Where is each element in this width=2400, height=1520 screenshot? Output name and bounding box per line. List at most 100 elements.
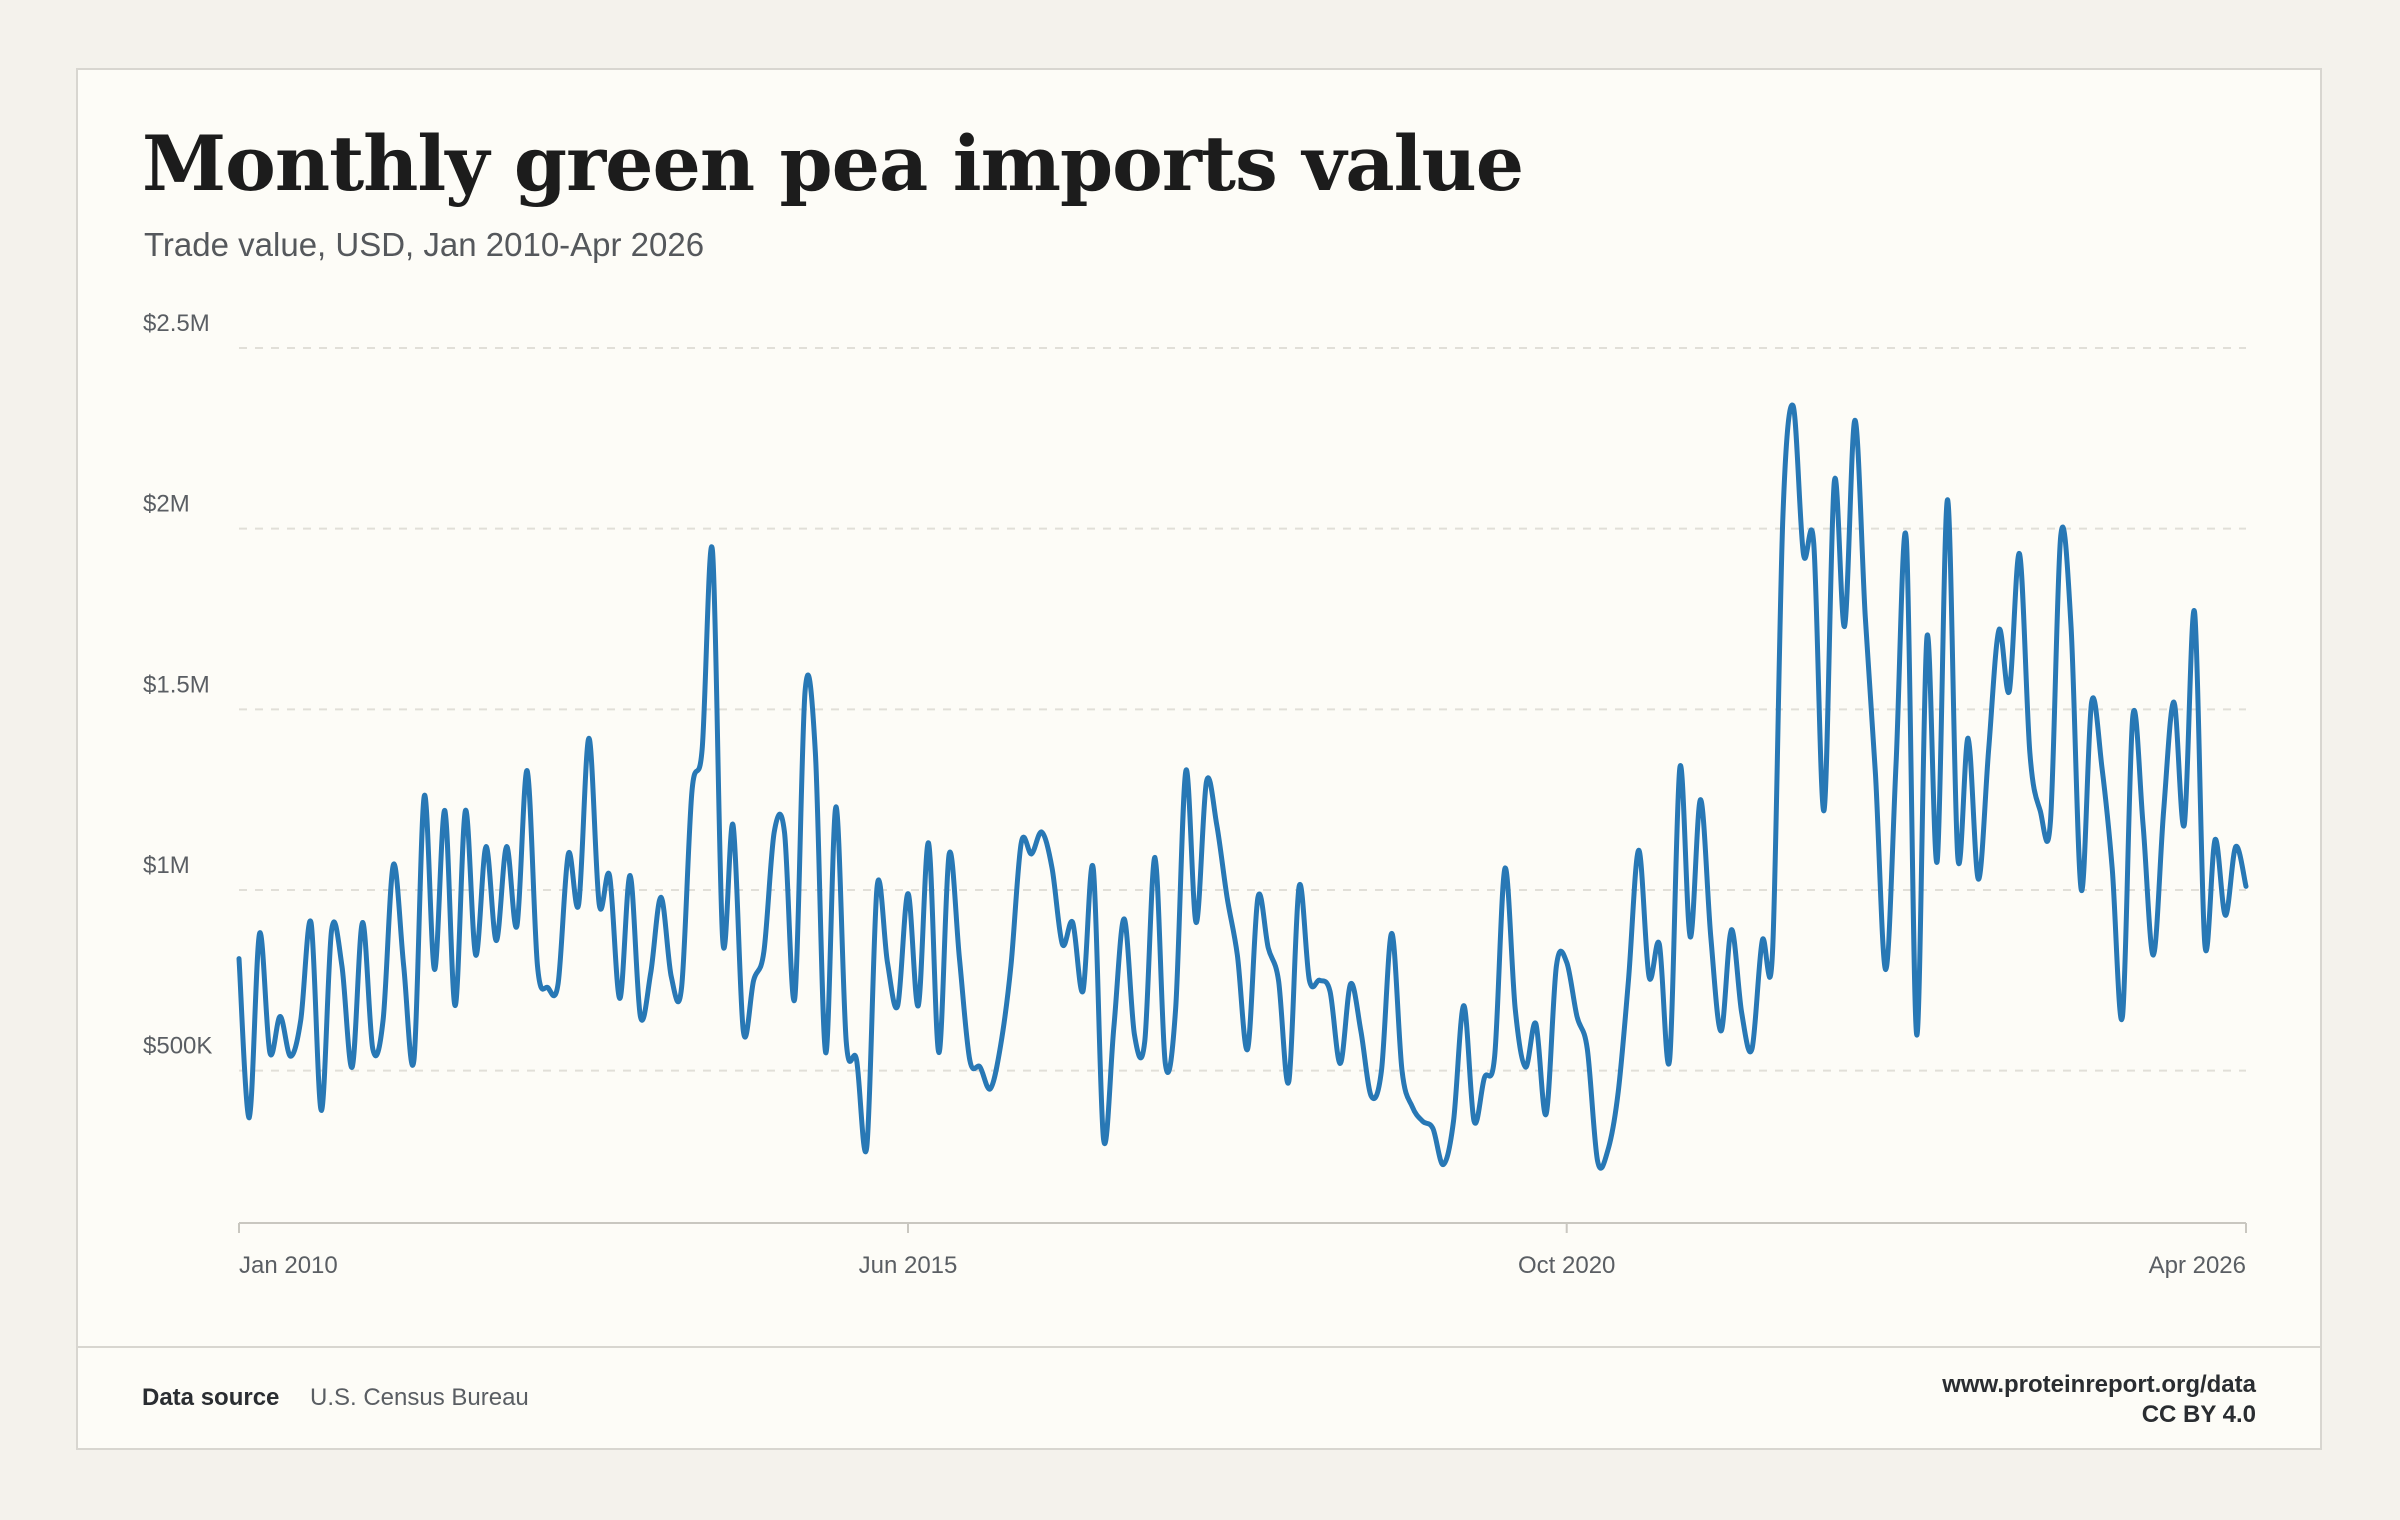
data-point (514, 924, 519, 929)
data-point (1842, 624, 1847, 629)
data-point (1791, 403, 1796, 408)
x-tick-label: Jan 2010 (239, 1252, 338, 1279)
data-point (741, 1028, 746, 1033)
data-point (689, 790, 694, 795)
data-point (2161, 808, 2166, 813)
data-point (525, 768, 530, 773)
data-point (720, 938, 725, 943)
data-point (556, 981, 561, 986)
data-point (1348, 981, 1353, 986)
data-point (329, 927, 334, 932)
gridlines (239, 347, 2246, 1072)
y-axis-labels: $500K $1M $1.5M $2M $2.5M (143, 310, 212, 1060)
data-point (360, 920, 365, 925)
data-point (401, 963, 406, 968)
data-point (823, 1050, 828, 1055)
data-point (1605, 1148, 1610, 1153)
data-point (535, 963, 540, 968)
data-point (772, 830, 777, 835)
data-point (947, 851, 952, 856)
data-point (731, 822, 736, 827)
data-point (1760, 938, 1765, 943)
data-point (1575, 1014, 1580, 1019)
data-point (453, 1003, 458, 1008)
data-point (1039, 830, 1044, 835)
data-point (2017, 551, 2022, 556)
data-point (278, 1014, 283, 1019)
chart-card: Monthly green pea imports value Trade va… (76, 68, 2322, 1450)
data-point (1822, 808, 1827, 813)
data-point (2192, 609, 2197, 614)
y-tick-label: $500K (143, 1033, 212, 1060)
data-point (339, 963, 344, 968)
data-point (1914, 1032, 1919, 1037)
data-point (895, 1003, 900, 1008)
data-point (2213, 837, 2218, 842)
data-point (1060, 942, 1065, 947)
data-point (1636, 848, 1641, 853)
data-point (1811, 541, 1816, 546)
data-point (658, 895, 663, 900)
x-axis (238, 1222, 2247, 1233)
data-point (710, 548, 715, 553)
data-point (1441, 1162, 1446, 1167)
data-point (792, 996, 797, 1001)
data-point (2110, 866, 2115, 871)
data-point (1996, 627, 2001, 632)
data-point (237, 956, 242, 961)
data-point (1327, 989, 1332, 994)
data-point (1183, 768, 1188, 773)
data-point (504, 844, 509, 849)
x-tick-label: Jun 2015 (859, 1252, 958, 1279)
data-point (998, 1043, 1003, 1048)
data-point (1194, 920, 1199, 925)
data-point (1966, 736, 1971, 741)
data-point (1472, 1119, 1477, 1124)
data-point (1235, 953, 1240, 958)
data-point (1400, 1068, 1405, 1073)
data-point (2141, 822, 2146, 827)
data-point (1585, 1046, 1590, 1051)
data-point (1225, 895, 1230, 900)
data-point (2069, 624, 2074, 629)
data-point (2233, 844, 2238, 849)
source-url-link[interactable]: www.proteinreport.org/data (1942, 1371, 2256, 1398)
data-point (1173, 1007, 1178, 1012)
y-tick-label: $1.5M (143, 671, 210, 698)
data-point (319, 1108, 324, 1113)
data-point (957, 956, 962, 961)
data-point (1111, 1025, 1116, 1030)
data-point (432, 967, 437, 972)
data-point (875, 884, 880, 889)
data-point (1924, 635, 1929, 640)
data-point (844, 1039, 849, 1044)
data-point (391, 862, 396, 867)
data-point (1729, 927, 1734, 932)
data-point (2079, 888, 2084, 893)
data-point (1626, 978, 1631, 983)
data-point (2089, 700, 2094, 705)
data-point (484, 844, 489, 849)
data-point (1080, 989, 1085, 994)
data-point (1616, 1090, 1621, 1095)
data-point (1266, 945, 1271, 950)
footer: Data source U.S. Census Bureau www.prote… (78, 1346, 2320, 1448)
data-point (1307, 978, 1312, 983)
data-point (381, 1018, 386, 1023)
data-point (1358, 1028, 1363, 1033)
data-point (1544, 1112, 1549, 1117)
data-point (761, 949, 766, 954)
data-point (2244, 884, 2249, 889)
data-point (288, 1054, 293, 1059)
data-point (1492, 1054, 1497, 1059)
data-point (1461, 1003, 1466, 1008)
data-point (1163, 1061, 1168, 1066)
data-point (597, 902, 602, 907)
data-point (2171, 700, 2176, 705)
y-tick-label: $1M (143, 852, 190, 879)
data-point (576, 902, 581, 907)
data-point (751, 978, 756, 983)
data-point (1595, 1159, 1600, 1164)
data-point (1050, 866, 1055, 871)
series-layer (236, 402, 2249, 1171)
